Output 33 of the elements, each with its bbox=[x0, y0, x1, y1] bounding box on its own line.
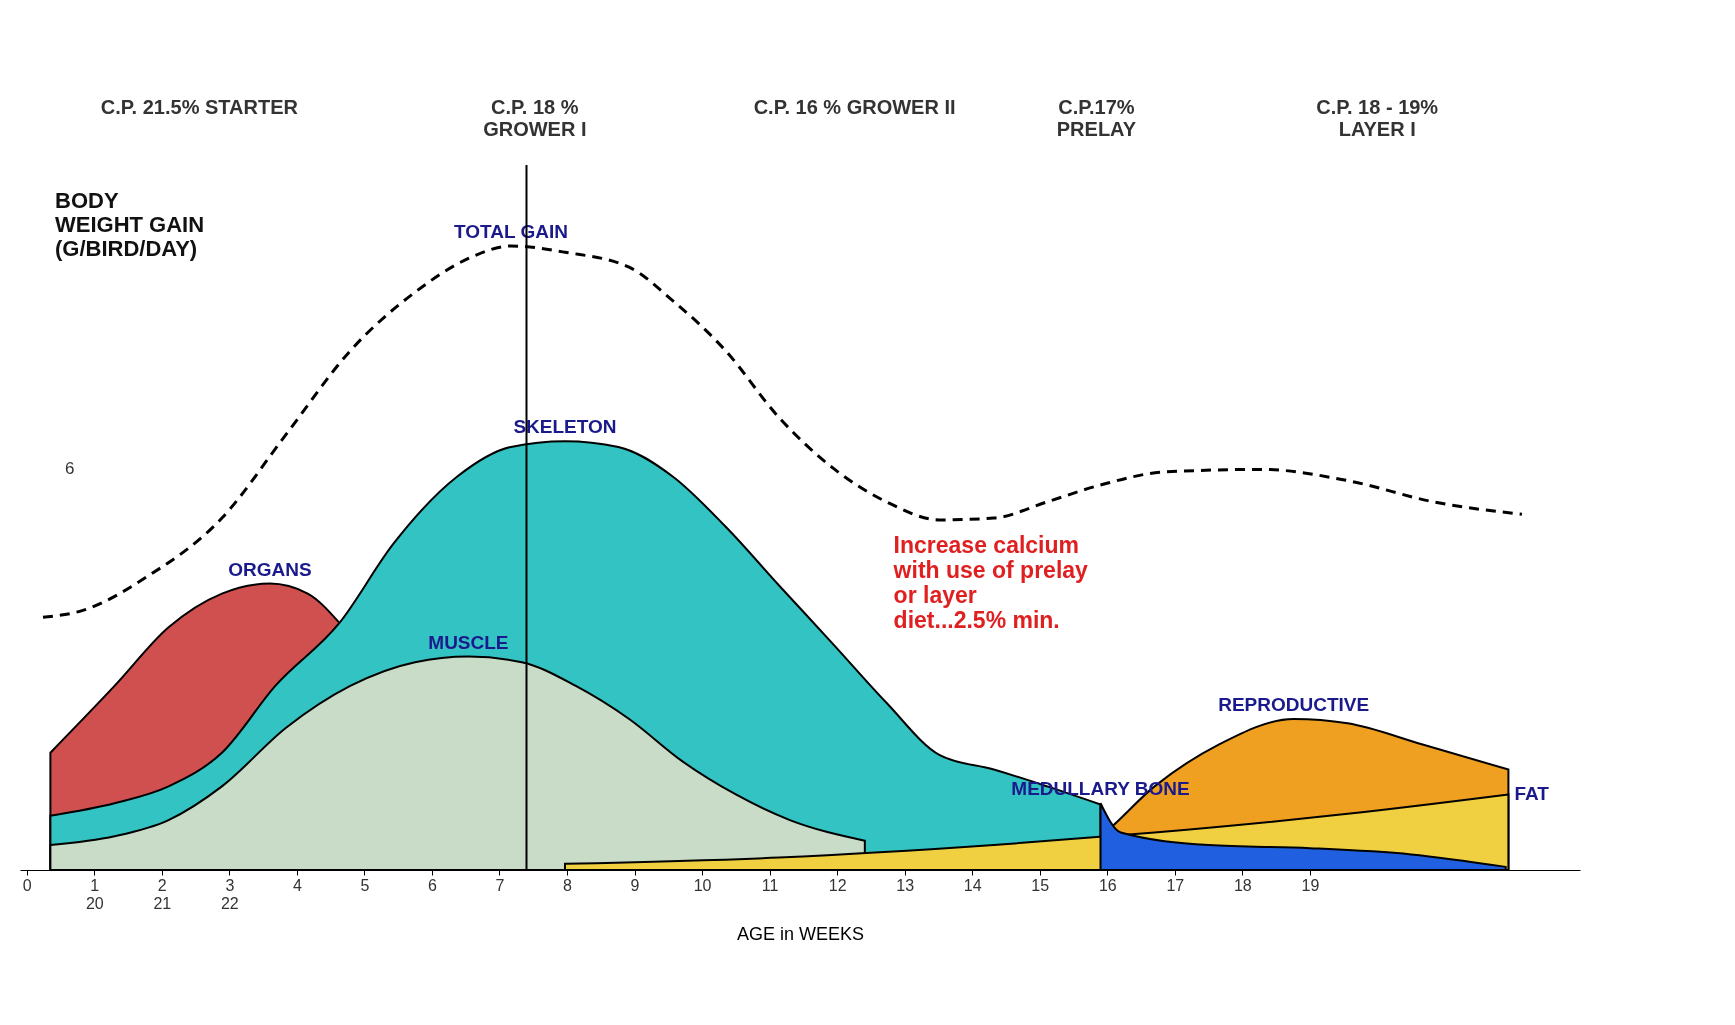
x-tick-label: 8 bbox=[563, 876, 573, 894]
x-tick-label: 14 bbox=[963, 876, 982, 894]
x-tick-label: 10 bbox=[693, 876, 712, 894]
text: C.P. 18 - 19% LAYER I bbox=[1316, 96, 1439, 140]
x-tick-label: 1 20 bbox=[85, 876, 104, 912]
x-tick-label: 17 bbox=[1166, 876, 1185, 894]
x-tick-label: 9 bbox=[630, 876, 640, 894]
x-tick-label: 16 bbox=[1098, 876, 1117, 894]
x-axis-title: AGE in WEEKS bbox=[736, 923, 865, 944]
x-tick-label: 0 bbox=[22, 876, 32, 894]
series-label: ORGANS bbox=[228, 558, 312, 580]
series-label: MUSCLE bbox=[428, 631, 509, 653]
x-tick-label: 7 bbox=[495, 876, 505, 894]
x-tick-label: 6 bbox=[427, 876, 437, 894]
x-tick-label: 15 bbox=[1031, 876, 1050, 894]
x-tick-label: 18 bbox=[1233, 876, 1252, 894]
x-tick-label: 19 bbox=[1301, 876, 1320, 894]
x-tick-label: 13 bbox=[896, 876, 915, 894]
text: C.P.17% PRELAY bbox=[1056, 96, 1137, 140]
y-axis-title: BODY WEIGHT GAIN (G/BIRD/DAY) bbox=[55, 188, 205, 262]
x-tick-label: 5 bbox=[360, 876, 370, 894]
annotation: 6 bbox=[65, 458, 75, 478]
x-tick-label: 2 21 bbox=[153, 876, 172, 912]
x-tick-label: 11 bbox=[761, 876, 779, 894]
series-label: FAT bbox=[1514, 783, 1550, 805]
x-tick-label: 12 bbox=[828, 876, 847, 894]
text: C.P. 18 % GROWER I bbox=[483, 96, 587, 140]
annotation: Increase calcium with use of prelay or layer diet...2.5% min. bbox=[892, 531, 1089, 633]
text: C.P. 16 % GROWER II bbox=[753, 96, 956, 118]
text: C.P. 21.5% STARTER bbox=[100, 96, 299, 118]
x-tick-label: 4 bbox=[292, 876, 302, 894]
x-tick-label: 3 22 bbox=[220, 876, 239, 912]
series-label: REPRODUCTIVE bbox=[1218, 693, 1370, 715]
